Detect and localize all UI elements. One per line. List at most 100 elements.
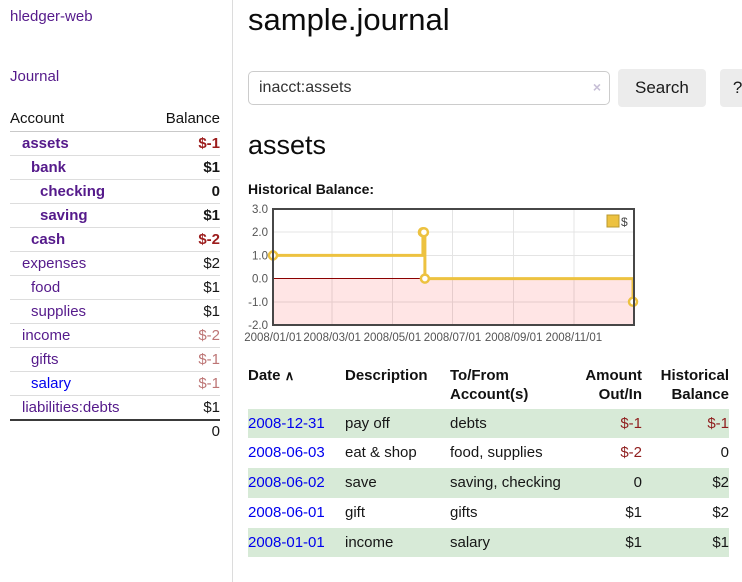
historical-balance-chart: $3.0 2.0 1.0 0.0 -1.0 -2.0 2008/01/01 2008/03/0… [244,204,668,344]
account-row-gifts: gifts $-1 [10,347,220,372]
account-row-supplies: supplies $1 [10,299,220,324]
balance-cell: 0 [720,444,729,462]
amount-cell: $-1 [620,414,642,432]
account-row-income: income $-2 [10,323,220,348]
accounts-column-header: To/From Account(s) [450,367,529,403]
account-link[interactable]: food [31,279,61,296]
account-row-assets: assets $-1 [10,131,220,156]
account-link[interactable]: cash [31,231,66,248]
balance-value: $1 [150,203,220,228]
balance-value: $1 [150,299,220,324]
account-link[interactable]: saving [40,207,88,224]
svg-text:$: $ [621,215,628,229]
account-row-saving: saving $1 [10,203,220,228]
table-row: 2008-12-31 pay off debts $-1 $-1 [248,408,729,439]
svg-text:2.0: 2.0 [252,227,268,239]
amount-cell: $1 [625,503,642,521]
amount-cell: $-2 [620,444,642,462]
balance-value: $-1 [150,371,220,396]
amount-cell: 0 [633,474,642,491]
journal-link[interactable]: Journal [10,68,60,85]
account-row-liabilities-debts: liabilities:debts $1 [10,395,220,421]
svg-text:2008/07/01: 2008/07/01 [424,332,482,344]
account-link[interactable]: salary [31,375,72,392]
search-button[interactable]: Search [618,69,706,107]
accounts-total-row: 0 [10,419,220,443]
balance-value: $-2 [150,227,220,252]
register-table: Date ∧ Description To/From Account(s) Am… [248,365,729,558]
svg-text:1.0: 1.0 [252,250,268,262]
balance-value: $-2 [150,323,220,348]
transaction-date-link[interactable]: 2008-06-02 [248,474,325,491]
balance-cell: $-1 [707,414,729,432]
accounts-cell: debts [450,414,487,432]
account-link[interactable]: checking [40,183,106,200]
account-row-bank: bank $1 [10,155,220,180]
description-cell: pay off [345,414,390,432]
transaction-date-link[interactable]: 2008-01-01 [248,533,325,551]
chart-title: Historical Balance: [248,181,375,197]
account-row-checking: checking 0 [10,179,220,204]
description-column-header: Description [345,367,428,384]
accounts-cell: salary [450,533,491,551]
date-column-header[interactable]: Date ∧ [248,367,295,384]
table-row: 2008-06-02 save saving, checking 0 $2 [248,468,729,498]
accounts-table: Account Balance assets $-1 bank $1 check… [10,107,220,443]
page-title: sample.journal [248,2,450,37]
account-row-salary: salary $-1 [10,371,220,396]
accounts-column-header: Account [10,107,151,132]
account-row-food: food $1 [10,275,220,300]
balance-value: $-1 [150,131,220,156]
balance-value: $1 [150,155,220,180]
account-row-cash: cash $-2 [10,227,220,252]
balance-value: 0 [150,179,220,204]
search-bar: × Search ? [248,69,742,107]
description-cell: eat & shop [345,444,417,462]
svg-text:2008/11/01: 2008/11/01 [545,332,602,344]
register-header-row: Date ∧ Description To/From Account(s) Am… [248,365,729,409]
brand-link[interactable]: hledger-web [10,8,93,25]
accounts-cell: gifts [450,503,478,521]
account-row-expenses: expenses $2 [10,251,220,276]
amount-cell: $1 [625,533,642,551]
balance-value: $2 [150,251,220,276]
transaction-date-link[interactable]: 2008-06-03 [248,444,325,462]
account-link[interactable]: assets [22,135,69,152]
account-link[interactable]: income [22,327,71,344]
accounts-cell: saving, checking [450,474,561,491]
balance-value: $1 [150,275,220,300]
account-link[interactable]: expenses [22,255,87,272]
total-balance: 0 [150,419,220,443]
table-row: 2008-06-01 gift gifts $1 $2 [248,498,729,528]
description-cell: save [345,474,377,491]
balance-column-header: Balance [150,107,220,132]
clear-search-icon[interactable]: × [592,79,601,95]
account-link[interactable]: bank [31,159,67,176]
sidebar: hledger-web Journal Account Balance asse… [0,0,233,582]
account-link[interactable]: gifts [31,351,59,368]
balance-cell: $2 [712,503,729,521]
transaction-date-link[interactable]: 2008-12-31 [248,414,325,432]
search-input[interactable] [248,71,610,105]
balance-column-header: Historical Balance [660,367,729,403]
account-link[interactable]: liabilities:debts [22,399,120,416]
balance-value: $1 [150,395,220,421]
table-row: 2008-01-01 income salary $1 $1 [248,527,729,558]
balance-cell: $2 [712,474,729,491]
svg-text:3.0: 3.0 [252,204,268,216]
account-link[interactable]: supplies [31,303,87,320]
svg-text:2008/09/01: 2008/09/01 [485,332,543,344]
balance-cell: $1 [712,533,729,551]
svg-text:2008/01/01: 2008/01/01 [244,332,302,344]
description-cell: gift [345,503,366,521]
svg-text:-2.0: -2.0 [248,320,268,332]
svg-text:2008/05/01: 2008/05/01 [364,332,422,344]
svg-text:-1.0: -1.0 [248,297,268,309]
amount-column-header: Amount Out/In [585,367,642,403]
svg-text:0.0: 0.0 [252,274,268,286]
account-heading: assets [248,130,327,160]
balance-value: $-1 [150,347,220,372]
transaction-date-link[interactable]: 2008-06-01 [248,503,325,521]
help-button[interactable]: ? [719,69,742,107]
accounts-cell: food, supplies [450,444,543,462]
